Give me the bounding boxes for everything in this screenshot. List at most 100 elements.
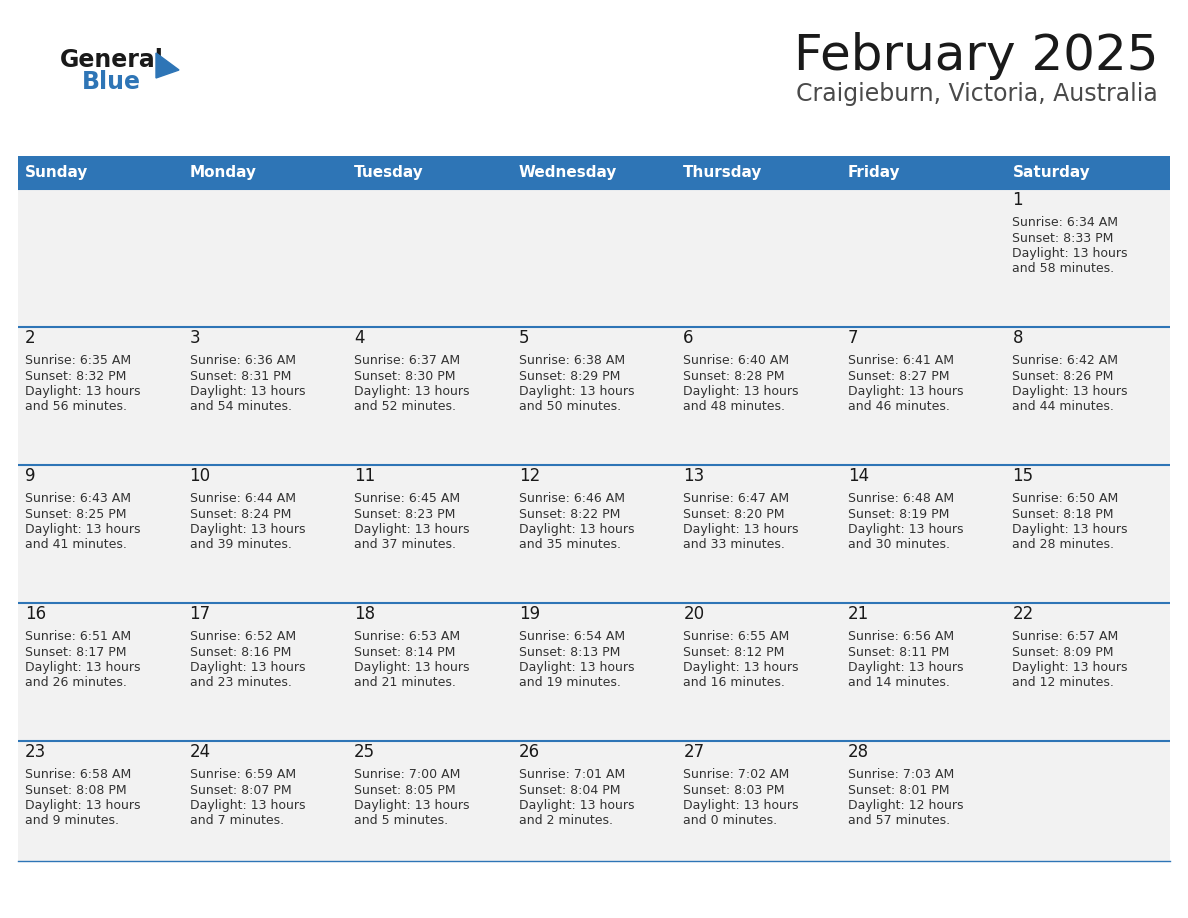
Text: Sunset: 8:04 PM: Sunset: 8:04 PM (519, 783, 620, 797)
Text: Sunrise: 7:03 AM: Sunrise: 7:03 AM (848, 768, 954, 781)
Text: Sunset: 8:30 PM: Sunset: 8:30 PM (354, 370, 456, 383)
Text: Craigieburn, Victoria, Australia: Craigieburn, Victoria, Australia (796, 82, 1158, 106)
Bar (347, 741, 512, 861)
Text: 4: 4 (354, 329, 365, 347)
Text: 8: 8 (1012, 329, 1023, 347)
Text: Sunrise: 6:54 AM: Sunrise: 6:54 AM (519, 630, 625, 643)
Text: Sunrise: 6:55 AM: Sunrise: 6:55 AM (683, 630, 790, 643)
Text: Daylight: 13 hours: Daylight: 13 hours (25, 661, 140, 674)
Bar (676, 741, 841, 861)
Text: 6: 6 (683, 329, 694, 347)
Bar (18, 603, 183, 741)
Polygon shape (156, 53, 179, 78)
Text: Sunset: 8:05 PM: Sunset: 8:05 PM (354, 783, 456, 797)
Text: 18: 18 (354, 605, 375, 623)
Text: and 44 minutes.: and 44 minutes. (1012, 400, 1114, 413)
Text: Daylight: 13 hours: Daylight: 13 hours (1012, 523, 1127, 536)
Bar (183, 465, 347, 603)
Text: Daylight: 13 hours: Daylight: 13 hours (190, 661, 305, 674)
Text: Sunrise: 6:46 AM: Sunrise: 6:46 AM (519, 492, 625, 505)
Bar (347, 465, 512, 603)
Text: Sunrise: 6:42 AM: Sunrise: 6:42 AM (1012, 354, 1118, 367)
Text: Daylight: 13 hours: Daylight: 13 hours (519, 523, 634, 536)
Text: Sunrise: 6:50 AM: Sunrise: 6:50 AM (1012, 492, 1119, 505)
Text: Sunrise: 6:36 AM: Sunrise: 6:36 AM (190, 354, 296, 367)
Bar (347, 189, 512, 327)
Text: Daylight: 13 hours: Daylight: 13 hours (683, 385, 798, 398)
Text: 20: 20 (683, 605, 704, 623)
Bar (841, 465, 1005, 603)
Text: 9: 9 (25, 467, 36, 485)
Bar (676, 603, 841, 741)
Text: Daylight: 13 hours: Daylight: 13 hours (848, 385, 963, 398)
Text: Sunset: 8:29 PM: Sunset: 8:29 PM (519, 370, 620, 383)
Text: Sunset: 8:32 PM: Sunset: 8:32 PM (25, 370, 126, 383)
Bar (512, 189, 676, 327)
Text: Daylight: 13 hours: Daylight: 13 hours (354, 523, 469, 536)
Text: Sunrise: 6:41 AM: Sunrise: 6:41 AM (848, 354, 954, 367)
Text: Daylight: 13 hours: Daylight: 13 hours (683, 799, 798, 812)
Text: Sunset: 8:17 PM: Sunset: 8:17 PM (25, 645, 126, 658)
Text: Sunrise: 6:58 AM: Sunrise: 6:58 AM (25, 768, 131, 781)
Text: 15: 15 (1012, 467, 1034, 485)
Text: Daylight: 13 hours: Daylight: 13 hours (683, 523, 798, 536)
Text: 5: 5 (519, 329, 529, 347)
Text: Sunrise: 6:48 AM: Sunrise: 6:48 AM (848, 492, 954, 505)
Bar (512, 465, 676, 603)
Bar (841, 603, 1005, 741)
Text: and 57 minutes.: and 57 minutes. (848, 814, 950, 827)
Text: Sunrise: 6:52 AM: Sunrise: 6:52 AM (190, 630, 296, 643)
Text: Sunset: 8:20 PM: Sunset: 8:20 PM (683, 508, 785, 521)
Text: Daylight: 13 hours: Daylight: 13 hours (25, 523, 140, 536)
Bar (18, 327, 183, 465)
Text: Sunrise: 7:00 AM: Sunrise: 7:00 AM (354, 768, 461, 781)
Text: 19: 19 (519, 605, 539, 623)
Bar (676, 465, 841, 603)
Bar (676, 327, 841, 465)
Text: 16: 16 (25, 605, 46, 623)
Text: Daylight: 13 hours: Daylight: 13 hours (1012, 661, 1127, 674)
Text: and 2 minutes.: and 2 minutes. (519, 814, 613, 827)
Text: and 48 minutes.: and 48 minutes. (683, 400, 785, 413)
Text: Daylight: 13 hours: Daylight: 13 hours (1012, 247, 1127, 260)
Bar (183, 603, 347, 741)
Text: Sunset: 8:24 PM: Sunset: 8:24 PM (190, 508, 291, 521)
Text: and 33 minutes.: and 33 minutes. (683, 539, 785, 552)
Text: Sunset: 8:09 PM: Sunset: 8:09 PM (1012, 645, 1114, 658)
Text: Daylight: 12 hours: Daylight: 12 hours (848, 799, 963, 812)
Text: 2: 2 (25, 329, 36, 347)
Text: Sunset: 8:14 PM: Sunset: 8:14 PM (354, 645, 455, 658)
Text: 26: 26 (519, 743, 539, 761)
Bar (1005, 465, 1170, 603)
Text: 21: 21 (848, 605, 870, 623)
Text: and 19 minutes.: and 19 minutes. (519, 677, 620, 689)
Text: Sunset: 8:08 PM: Sunset: 8:08 PM (25, 783, 127, 797)
Bar (18, 156, 183, 189)
Bar (676, 156, 841, 189)
Text: General: General (61, 48, 164, 72)
Bar (841, 189, 1005, 327)
Text: Sunrise: 6:43 AM: Sunrise: 6:43 AM (25, 492, 131, 505)
Text: Daylight: 13 hours: Daylight: 13 hours (190, 799, 305, 812)
Text: 14: 14 (848, 467, 868, 485)
Text: and 5 minutes.: and 5 minutes. (354, 814, 448, 827)
Bar (1005, 156, 1170, 189)
Text: Daylight: 13 hours: Daylight: 13 hours (848, 523, 963, 536)
Bar (183, 741, 347, 861)
Text: Sunset: 8:22 PM: Sunset: 8:22 PM (519, 508, 620, 521)
Text: and 35 minutes.: and 35 minutes. (519, 539, 620, 552)
Text: and 46 minutes.: and 46 minutes. (848, 400, 949, 413)
Bar (512, 741, 676, 861)
Text: Daylight: 13 hours: Daylight: 13 hours (519, 661, 634, 674)
Bar (841, 156, 1005, 189)
Text: Sunrise: 6:51 AM: Sunrise: 6:51 AM (25, 630, 131, 643)
Text: Sunrise: 6:57 AM: Sunrise: 6:57 AM (1012, 630, 1119, 643)
Text: and 21 minutes.: and 21 minutes. (354, 677, 456, 689)
Text: Daylight: 13 hours: Daylight: 13 hours (25, 385, 140, 398)
Text: Sunset: 8:07 PM: Sunset: 8:07 PM (190, 783, 291, 797)
Text: and 14 minutes.: and 14 minutes. (848, 677, 949, 689)
Text: Sunrise: 7:01 AM: Sunrise: 7:01 AM (519, 768, 625, 781)
Text: Sunrise: 7:02 AM: Sunrise: 7:02 AM (683, 768, 790, 781)
Text: 28: 28 (848, 743, 868, 761)
Text: Sunset: 8:27 PM: Sunset: 8:27 PM (848, 370, 949, 383)
